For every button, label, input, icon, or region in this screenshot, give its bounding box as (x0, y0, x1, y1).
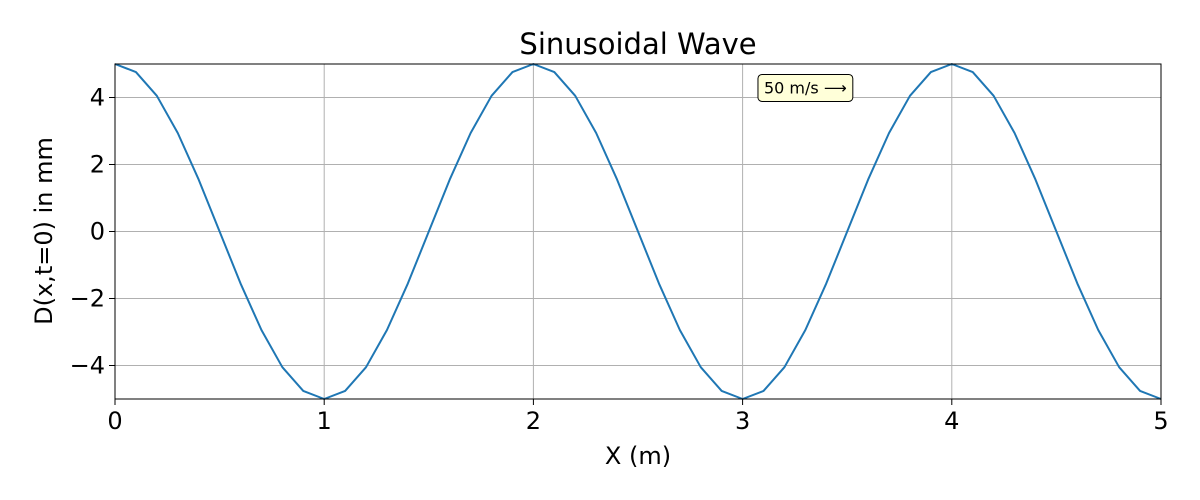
x-axis-ticks: 0 1 2 3 4 5 (107, 399, 1169, 435)
chart-title: Sinusoidal Wave (519, 27, 756, 61)
annotation-box: 50 m/s ⟶ (757, 73, 854, 102)
x-tick-label: 3 (735, 407, 750, 435)
y-tick-label: −2 (70, 285, 105, 313)
y-axis-title: D(x,t=0) in mm (30, 137, 58, 325)
grid (114, 64, 1162, 399)
x-tick-label: 5 (1153, 407, 1168, 435)
y-tick-label: 0 (90, 218, 105, 246)
annotation-text: 50 m/s ⟶ (764, 78, 847, 97)
y-tick-label: 2 (90, 151, 105, 179)
y-tick-label: −4 (70, 352, 105, 380)
x-tick-label: 2 (526, 407, 541, 435)
y-tick-label: 4 (90, 84, 105, 112)
y-axis-ticks: −4 −2 0 2 4 (70, 84, 115, 380)
series-layer (114, 63, 1162, 400)
x-tick-label: 0 (107, 407, 122, 435)
x-tick-label: 4 (944, 407, 959, 435)
series-line (114, 63, 1162, 400)
annotations: 50 m/s ⟶ (757, 73, 854, 102)
annotation-frame (757, 73, 854, 102)
x-axis-title: X (m) (605, 442, 671, 470)
x-tick-label: 1 (317, 407, 332, 435)
